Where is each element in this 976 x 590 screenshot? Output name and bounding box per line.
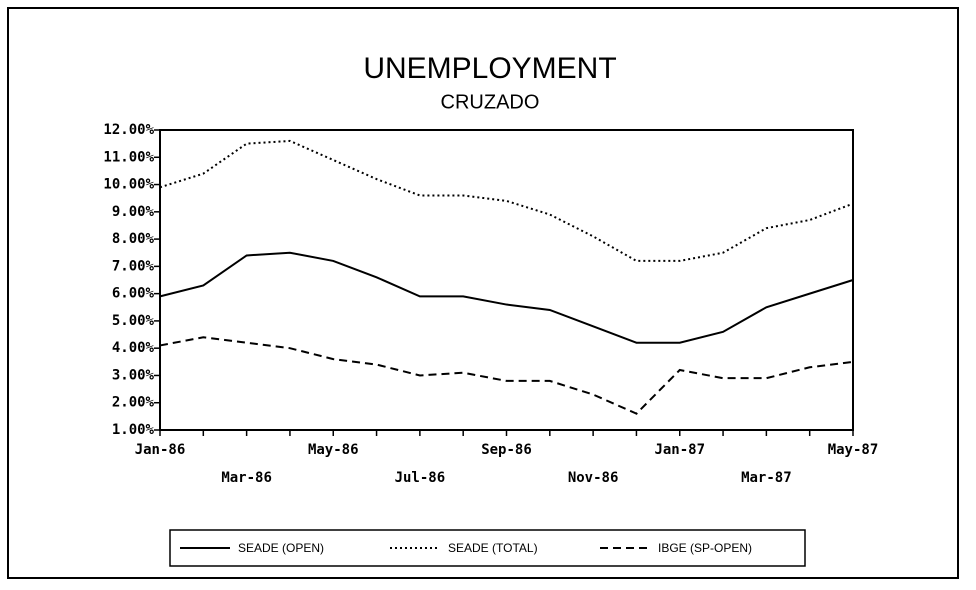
y-tick-label: 3.00% — [112, 367, 155, 383]
series-line — [159, 251, 854, 344]
chart-title: UNEMPLOYMENT — [363, 52, 616, 85]
y-tick-label: 6.00% — [112, 286, 155, 302]
y-tick-label: 4.00% — [112, 340, 155, 356]
series-line — [159, 336, 854, 415]
y-tick-label: 2.00% — [112, 395, 155, 411]
x-tick-label: May-86 — [308, 442, 359, 458]
plot-area — [159, 129, 854, 431]
y-tick-label: 5.00% — [112, 313, 155, 329]
x-tick-label: Mar-86 — [221, 470, 272, 486]
legend-box — [169, 529, 806, 567]
y-tick-label: 12.00% — [103, 122, 154, 138]
y-tick-label: 10.00% — [103, 177, 154, 193]
legend-label: SEADE (OPEN) — [238, 541, 324, 555]
x-tick-label: May-87 — [828, 442, 879, 458]
x-tick-label: Sep-86 — [481, 442, 532, 458]
legend-label: SEADE (TOTAL) — [448, 541, 538, 555]
frame — [7, 7, 959, 579]
y-tick-label: 7.00% — [112, 258, 155, 274]
y-tick-label: 8.00% — [112, 231, 155, 247]
x-tick-label: Mar-87 — [741, 470, 792, 486]
chart-subtitle: CRUZADO — [441, 91, 540, 113]
y-tick-label: 9.00% — [112, 204, 155, 220]
y-tick-label: 1.00% — [112, 422, 155, 438]
x-tick-label: Jan-86 — [135, 442, 186, 458]
y-tick-label: 11.00% — [103, 149, 154, 165]
x-tick-label: Jan-87 — [654, 442, 705, 458]
x-tick-label: Jul-86 — [395, 470, 446, 486]
x-tick-label: Nov-86 — [568, 470, 619, 486]
series-line — [159, 139, 854, 262]
legend-label: IBGE (SP-OPEN) — [658, 541, 752, 555]
